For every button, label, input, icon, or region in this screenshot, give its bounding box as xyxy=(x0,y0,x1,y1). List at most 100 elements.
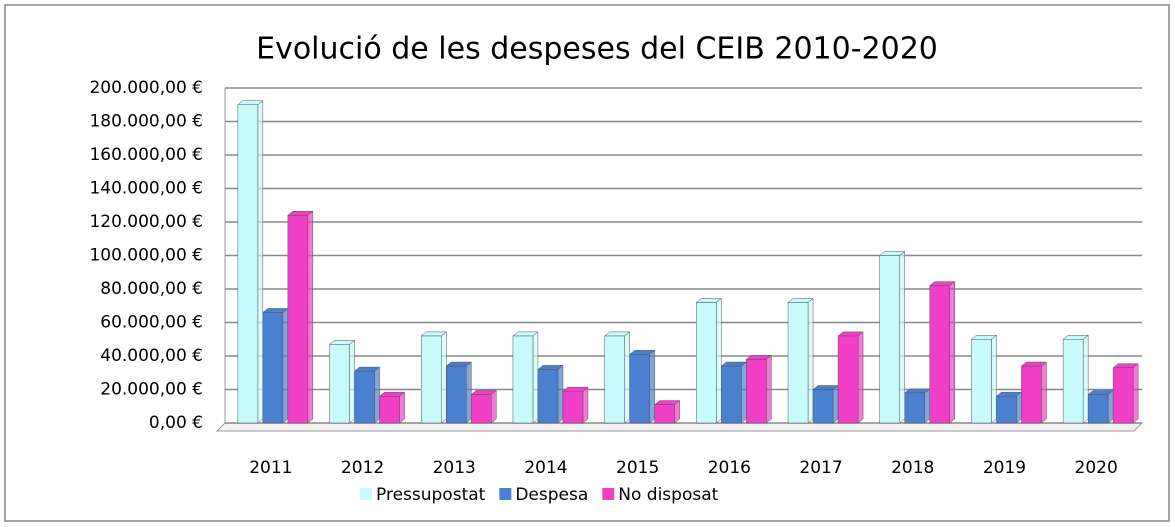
bar xyxy=(537,369,559,424)
y-tick-label: 100.000,00 € xyxy=(89,246,203,266)
bar-side xyxy=(282,307,289,424)
bar-side xyxy=(991,334,997,424)
bar-top xyxy=(470,390,497,395)
bar-side xyxy=(807,297,814,424)
y-tick-label: 20.000,00 € xyxy=(100,380,203,400)
bar xyxy=(971,339,992,424)
bar-side xyxy=(766,354,772,424)
bar xyxy=(354,370,375,424)
x-tick-label: 2014 xyxy=(524,458,567,478)
y-tick-label: 140.000,00 € xyxy=(89,179,203,199)
bar xyxy=(904,392,925,424)
bar-top xyxy=(512,331,539,337)
y-tick-label: 160.000,00 € xyxy=(89,145,203,165)
bar-side xyxy=(924,388,930,424)
bar xyxy=(471,394,492,424)
y-tick-label: 120.000,00 € xyxy=(89,212,203,232)
bar xyxy=(379,395,400,424)
y-tick-label: 60.000,00 € xyxy=(100,313,203,333)
bar xyxy=(421,335,442,424)
bar xyxy=(929,285,950,424)
y-tick-label: 200.000,00 € xyxy=(89,78,203,98)
bar-side xyxy=(582,386,589,424)
bar-top xyxy=(603,331,631,337)
floor xyxy=(215,422,1144,432)
bar-top xyxy=(879,251,906,256)
bar xyxy=(629,354,650,424)
legend-label: Pressupostat xyxy=(376,485,486,505)
y-tick-label: 0,00 € xyxy=(149,413,203,433)
bar-side xyxy=(349,339,355,424)
bar-top xyxy=(1112,363,1139,368)
bar-side xyxy=(557,364,564,424)
bar-side xyxy=(716,297,722,424)
bar xyxy=(721,365,742,424)
bar-side xyxy=(399,391,405,424)
bar-side xyxy=(1082,334,1089,424)
bar xyxy=(1087,394,1109,424)
bar-side xyxy=(1107,390,1114,424)
bar-top xyxy=(653,400,681,405)
bar-side xyxy=(307,210,314,424)
bar-top xyxy=(445,361,472,367)
legend-swatch xyxy=(499,488,512,500)
bar xyxy=(562,390,584,424)
bar-top xyxy=(929,281,956,286)
bar-side xyxy=(1041,361,1047,424)
bar xyxy=(879,255,900,424)
bar xyxy=(287,215,309,424)
x-tick-label: 2016 xyxy=(708,458,751,478)
bar-top xyxy=(420,331,447,337)
x-tick-label: 2011 xyxy=(249,458,292,478)
bar-side xyxy=(832,384,839,424)
chart-title: Evolució de les despeses del CEIB 2010-2… xyxy=(256,32,938,67)
x-tick-label: 2012 xyxy=(341,458,384,478)
bar xyxy=(1062,339,1084,424)
bar-side xyxy=(741,361,747,424)
bar-side xyxy=(532,331,539,424)
bar-top xyxy=(970,335,998,340)
bar xyxy=(237,104,259,424)
x-tick-label: 2017 xyxy=(799,458,842,478)
bar xyxy=(812,389,834,424)
bar-top xyxy=(328,340,356,345)
bar-top xyxy=(562,386,589,392)
bar-top xyxy=(287,211,314,216)
bar xyxy=(262,312,284,424)
bar-top xyxy=(537,365,564,370)
bar xyxy=(696,302,717,424)
bar-top xyxy=(787,298,814,303)
legend-swatch xyxy=(360,488,372,500)
bar xyxy=(1112,367,1134,424)
bar-top xyxy=(695,298,723,303)
bar-side xyxy=(491,390,497,424)
bar-side xyxy=(257,100,264,424)
legend-label: No disposat xyxy=(618,485,718,505)
legend-label: Despesa xyxy=(515,485,588,505)
bar xyxy=(329,344,350,424)
y-tick-label: 80.000,00 € xyxy=(100,279,203,299)
bar-top xyxy=(628,350,656,355)
bar-top xyxy=(353,366,381,372)
bar-side xyxy=(857,331,864,424)
bar xyxy=(1021,365,1042,424)
bar-side xyxy=(466,361,472,424)
bar xyxy=(512,335,534,424)
x-tick-label: 2018 xyxy=(891,458,934,478)
bar-top xyxy=(378,391,406,397)
bar-side xyxy=(949,281,955,424)
bar-side xyxy=(374,366,380,424)
chart-frame xyxy=(4,4,1170,522)
bar xyxy=(996,395,1017,424)
x-tick-label: 2013 xyxy=(433,458,476,478)
bar xyxy=(746,359,767,424)
y-tick-label: 180.000,00 € xyxy=(89,112,203,132)
bar-side xyxy=(899,250,905,424)
bar xyxy=(604,335,625,424)
bar-top xyxy=(745,355,773,360)
bar xyxy=(787,302,809,424)
legend-swatch xyxy=(602,488,615,500)
bar-side xyxy=(441,331,447,424)
x-tick-label: 2020 xyxy=(1075,458,1118,478)
